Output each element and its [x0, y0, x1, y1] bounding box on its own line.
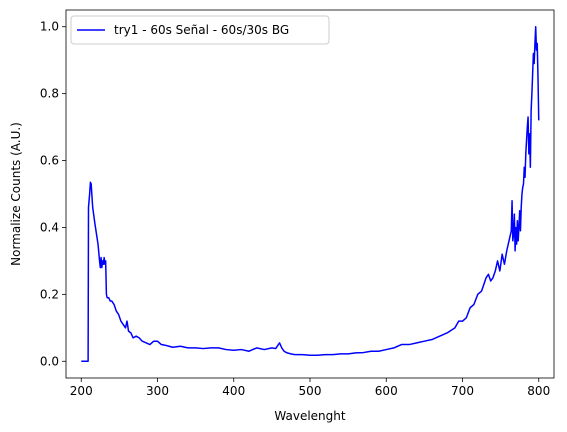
- y-tick-label: 0.4: [40, 220, 59, 234]
- x-tick-label: 500: [299, 384, 322, 398]
- legend-box: [70, 15, 330, 45]
- x-tick-label: 200: [70, 384, 93, 398]
- y-tick-label: 0.8: [40, 87, 59, 101]
- axes-frame: [65, 9, 555, 379]
- y-tick-label: 0.6: [40, 154, 59, 168]
- x-tick-label: 800: [527, 384, 550, 398]
- x-tick-label: 400: [222, 384, 245, 398]
- x-axis-label: Wavelenght: [274, 409, 345, 423]
- y-tick-label: 1.0: [40, 20, 59, 34]
- y-tick-label: 0.2: [40, 287, 59, 301]
- legend-entry-label: try1 - 60s Señal - 60s/30s BG: [114, 23, 289, 37]
- axes-layer: 200 300 400 500 600 700 800 0.0 0.2 0.4 0.6 0.8 1.0: [40, 9, 555, 398]
- x-tick-label: 700: [451, 384, 474, 398]
- y-axis-label: Normalize Counts (A.U.): [9, 122, 23, 266]
- legend: try1 - 60s Señal - 60s/30s BG: [70, 15, 330, 45]
- x-tick-label: 300: [146, 384, 169, 398]
- x-tick-label: 600: [375, 384, 398, 398]
- y-tick-label: 0.0: [40, 354, 59, 368]
- plot-layer: [81, 25, 540, 363]
- series-line-0: [81, 25, 540, 363]
